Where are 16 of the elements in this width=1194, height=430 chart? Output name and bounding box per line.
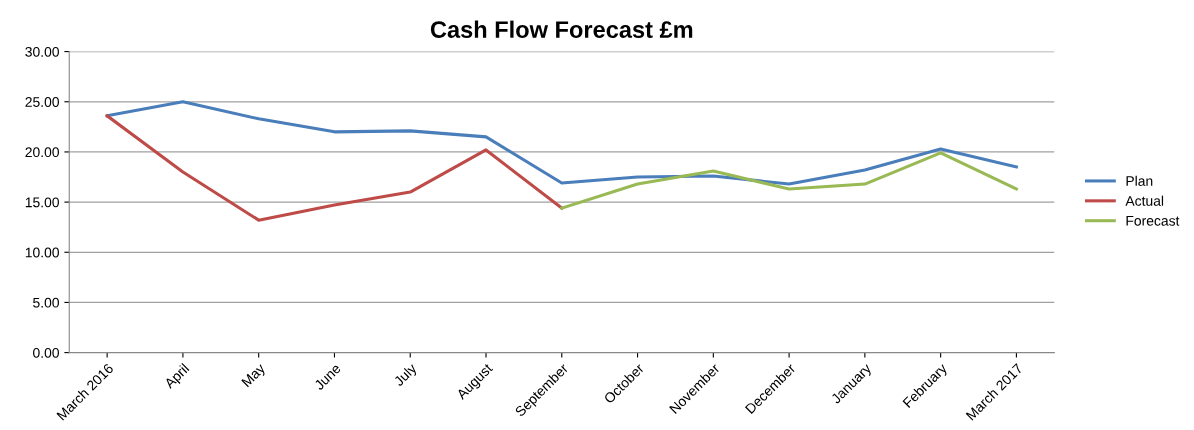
- y-tick-label: 5.00: [33, 297, 59, 308]
- legend-label: Actual: [1125, 195, 1164, 206]
- line-series: [105, 100, 1018, 186]
- y-tick-label: 30.00: [25, 46, 59, 57]
- line-series: [105, 114, 564, 222]
- x-tick-label: May: [241, 362, 268, 390]
- y-tick-label: 25.00: [25, 97, 59, 107]
- legend-label: Plan: [1126, 175, 1153, 186]
- y-tick-label: 15.00: [25, 197, 59, 208]
- y-tick-label: 10.00: [25, 247, 59, 258]
- line-series: [560, 151, 1018, 210]
- legend-label: Forecast: [1126, 216, 1180, 226]
- x-tick-label: July: [392, 362, 420, 389]
- chart-title: Cash Flow Forecast £m: [430, 20, 693, 38]
- y-tick-label: 0.00: [33, 347, 59, 358]
- y-tick-label: 20.00: [25, 147, 59, 158]
